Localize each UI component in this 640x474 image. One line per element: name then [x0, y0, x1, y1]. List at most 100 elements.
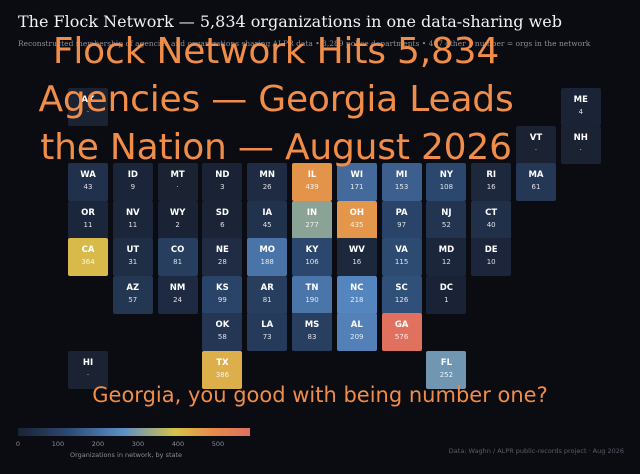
state-abbr: VA	[395, 245, 408, 255]
state-tile-ct: CT 40	[471, 200, 512, 239]
state-tile-ar: AR 81	[247, 275, 288, 314]
state-value: 209	[350, 333, 364, 341]
state-value: ·	[579, 145, 582, 154]
state-tile-mo: MO 188	[247, 238, 288, 276]
state-value: 386	[215, 370, 230, 379]
state-abbr: DE	[484, 245, 498, 255]
state-tile-vt: VT ·	[516, 125, 556, 164]
state-tile-sd: SD 6	[202, 200, 243, 239]
state-abbr: CA	[81, 245, 95, 255]
state-tile-nv: NV 11	[112, 200, 153, 239]
state-abbr: CO	[170, 245, 185, 255]
state-abbr: UT	[126, 245, 140, 255]
legend-tick-label: 400	[171, 440, 185, 448]
state-tile-nh: NH ·	[560, 125, 601, 164]
state-abbr: WI	[350, 170, 364, 180]
state-tile-nj: NJ 52	[426, 200, 467, 239]
state-value: 97	[397, 220, 407, 229]
state-tile-in: IN 277	[292, 200, 332, 239]
state-tile-ia: IA 45	[247, 200, 288, 239]
state-tile-ks: KS 99	[202, 275, 243, 314]
state-value: 26	[262, 183, 272, 191]
legend-tick-label: 500	[211, 440, 225, 448]
state-value: 28	[217, 258, 227, 266]
state-abbr: SD	[215, 207, 229, 218]
chart-subtitle: Reconstructed membership of agencies and…	[18, 39, 591, 48]
state-abbr: PA	[395, 207, 408, 218]
state-value: 52	[441, 220, 451, 229]
state-tile-tx: TX 386	[202, 350, 243, 389]
state-value: 188	[260, 258, 274, 266]
state-tile-la: LA 73	[247, 313, 288, 351]
state-abbr: FL	[440, 357, 452, 368]
state-tile-fl: FL 252	[426, 350, 467, 389]
state-tile-dc: DC 1	[426, 275, 467, 314]
state-value: 115	[394, 258, 409, 266]
state-tile-va: VA 115	[381, 238, 422, 276]
state-value: 57	[128, 295, 138, 304]
state-value: ·	[534, 145, 538, 154]
state-value: 81	[173, 258, 183, 266]
state-abbr: WA	[80, 170, 96, 180]
state-tile-ma: MA 61	[516, 163, 556, 201]
state-abbr: SC	[395, 282, 408, 293]
state-abbr: VT	[529, 132, 543, 143]
state-value: 364	[81, 258, 95, 266]
headline-line: Agencies — Georgia Leads	[38, 79, 514, 120]
state-tile-mi: MI 153	[381, 163, 422, 201]
state-abbr: NV	[125, 207, 140, 218]
state-abbr: ID	[127, 170, 138, 180]
state-value: 16	[352, 258, 362, 266]
state-abbr: TN	[305, 282, 319, 293]
state-tile-ca: CA 364	[68, 238, 108, 276]
state-abbr: AK	[81, 95, 95, 105]
state-tile-wi: WI 171	[336, 163, 377, 201]
state-value: 2	[175, 220, 180, 229]
state-abbr: NM	[169, 282, 186, 293]
state-abbr: KS	[216, 282, 229, 293]
headline-line: the Nation — August 2026	[40, 127, 512, 168]
overlay-caption: Georgia, you good with being number one?	[92, 383, 548, 407]
state-value: 218	[350, 295, 364, 304]
state-tile-pa: PA 97	[381, 200, 422, 239]
state-abbr: KY	[305, 245, 319, 255]
state-value: 106	[305, 258, 319, 266]
state-value: 43	[83, 183, 93, 191]
state-abbr: IA	[262, 207, 273, 218]
state-tile-az: AZ 57	[112, 275, 153, 314]
state-abbr: MN	[259, 170, 275, 180]
state-abbr: OK	[215, 320, 230, 330]
state-value: 277	[305, 220, 319, 229]
state-value: 126	[394, 295, 409, 304]
state-tile-nm: NM 24	[157, 275, 198, 314]
state-tile-md: MD 12	[426, 238, 467, 276]
state-value: 1	[444, 295, 449, 304]
state-abbr: DC	[439, 282, 454, 293]
state-abbr: WY	[169, 207, 186, 218]
state-tile-tn: TN 190	[292, 275, 332, 314]
state-value: 58	[217, 333, 227, 341]
state-tile-id: ID 9	[112, 163, 153, 201]
state-tile-ut: UT 31	[112, 238, 153, 276]
state-abbr: MT	[170, 170, 185, 180]
state-value: 576	[394, 333, 409, 341]
state-tile-sc: SC 126	[381, 275, 422, 314]
state-abbr: ND	[215, 170, 230, 180]
state-abbr: GA	[394, 320, 409, 330]
state-value: 81	[262, 295, 272, 304]
state-value: 10	[486, 258, 496, 266]
state-abbr: TX	[216, 357, 229, 368]
state-abbr: NJ	[441, 207, 452, 218]
state-value: 3	[220, 183, 225, 191]
state-abbr: OR	[81, 207, 95, 218]
state-abbr: NH	[573, 132, 588, 143]
state-abbr: MS	[304, 320, 320, 330]
state-abbr: IN	[306, 207, 318, 218]
state-abbr: AZ	[126, 282, 140, 293]
state-tile-wy: WY 2	[157, 200, 198, 239]
state-value: 190	[305, 295, 319, 304]
state-value: 6	[220, 220, 225, 229]
state-tile-or: OR 11	[68, 200, 108, 239]
state-tile-wa: WA 43	[68, 163, 108, 201]
state-abbr: MA	[528, 170, 544, 180]
